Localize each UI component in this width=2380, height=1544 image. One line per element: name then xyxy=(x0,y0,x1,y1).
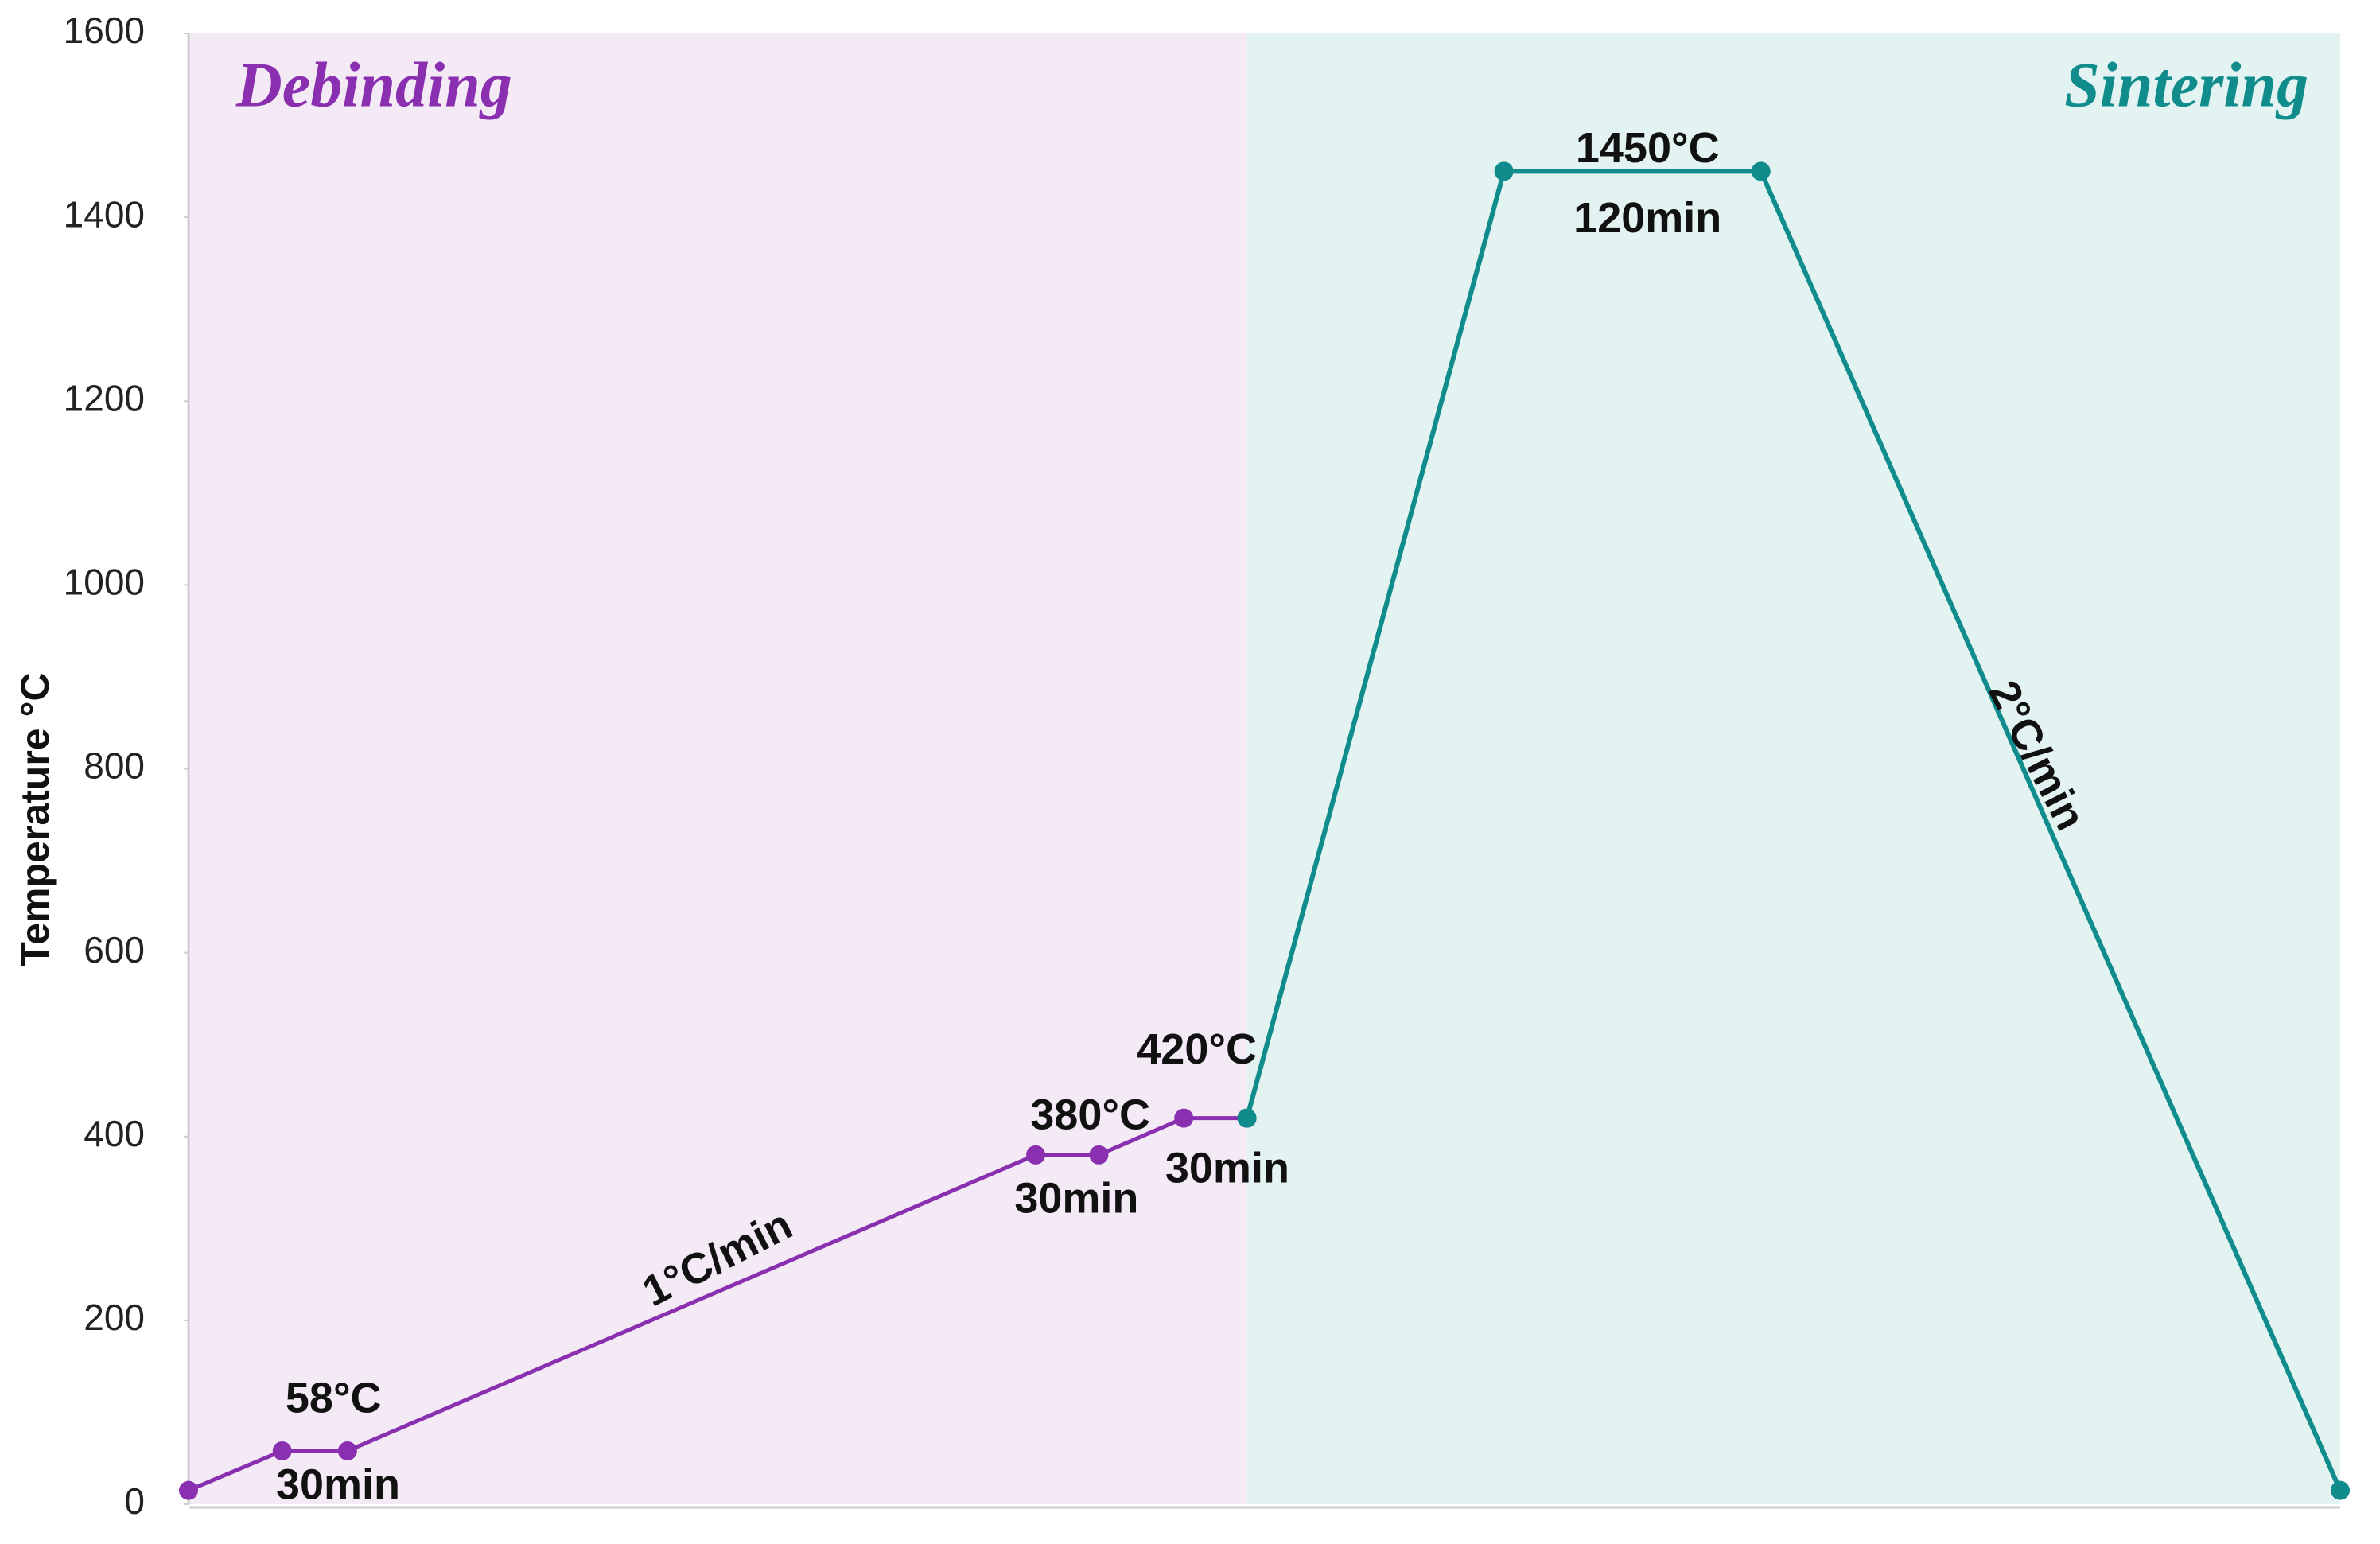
point xyxy=(337,1441,357,1460)
annotation: 380°C xyxy=(1030,1091,1150,1138)
point xyxy=(1089,1145,1109,1165)
y-tick-label: 200 xyxy=(84,1297,145,1338)
region-label: Sintering xyxy=(2064,50,2308,120)
annotation: 1450°C xyxy=(1576,124,1720,172)
y-tick-label: 800 xyxy=(84,745,145,787)
y-tick-label: 600 xyxy=(84,929,145,970)
y-axis-label: Temperature °C xyxy=(13,672,57,966)
y-tick-label: 1000 xyxy=(64,562,145,603)
point xyxy=(179,1480,198,1500)
region xyxy=(189,33,1247,1504)
annotation: 420°C xyxy=(1137,1025,1257,1073)
point xyxy=(1174,1108,1194,1128)
point xyxy=(1026,1145,1046,1165)
annotation: 58°C xyxy=(286,1374,382,1421)
y-tick-label: 1200 xyxy=(64,377,145,418)
y-tick-label: 1400 xyxy=(64,193,145,235)
point xyxy=(1751,161,1771,181)
point xyxy=(1494,161,1514,181)
annotation: 30min xyxy=(1014,1175,1138,1223)
annotation: 120min xyxy=(1573,194,1721,242)
region-label: Debinding xyxy=(235,50,512,120)
y-tick-label: 1600 xyxy=(64,10,145,51)
point xyxy=(2331,1480,2350,1500)
y-tick-label: 0 xyxy=(124,1480,145,1522)
y-tick-label: 400 xyxy=(84,1113,145,1154)
annotation: 30min xyxy=(1165,1144,1289,1192)
annotation: 30min xyxy=(276,1461,400,1509)
point xyxy=(1237,1108,1257,1128)
region xyxy=(1246,33,2340,1504)
line xyxy=(1244,169,2343,1491)
point xyxy=(272,1441,292,1460)
